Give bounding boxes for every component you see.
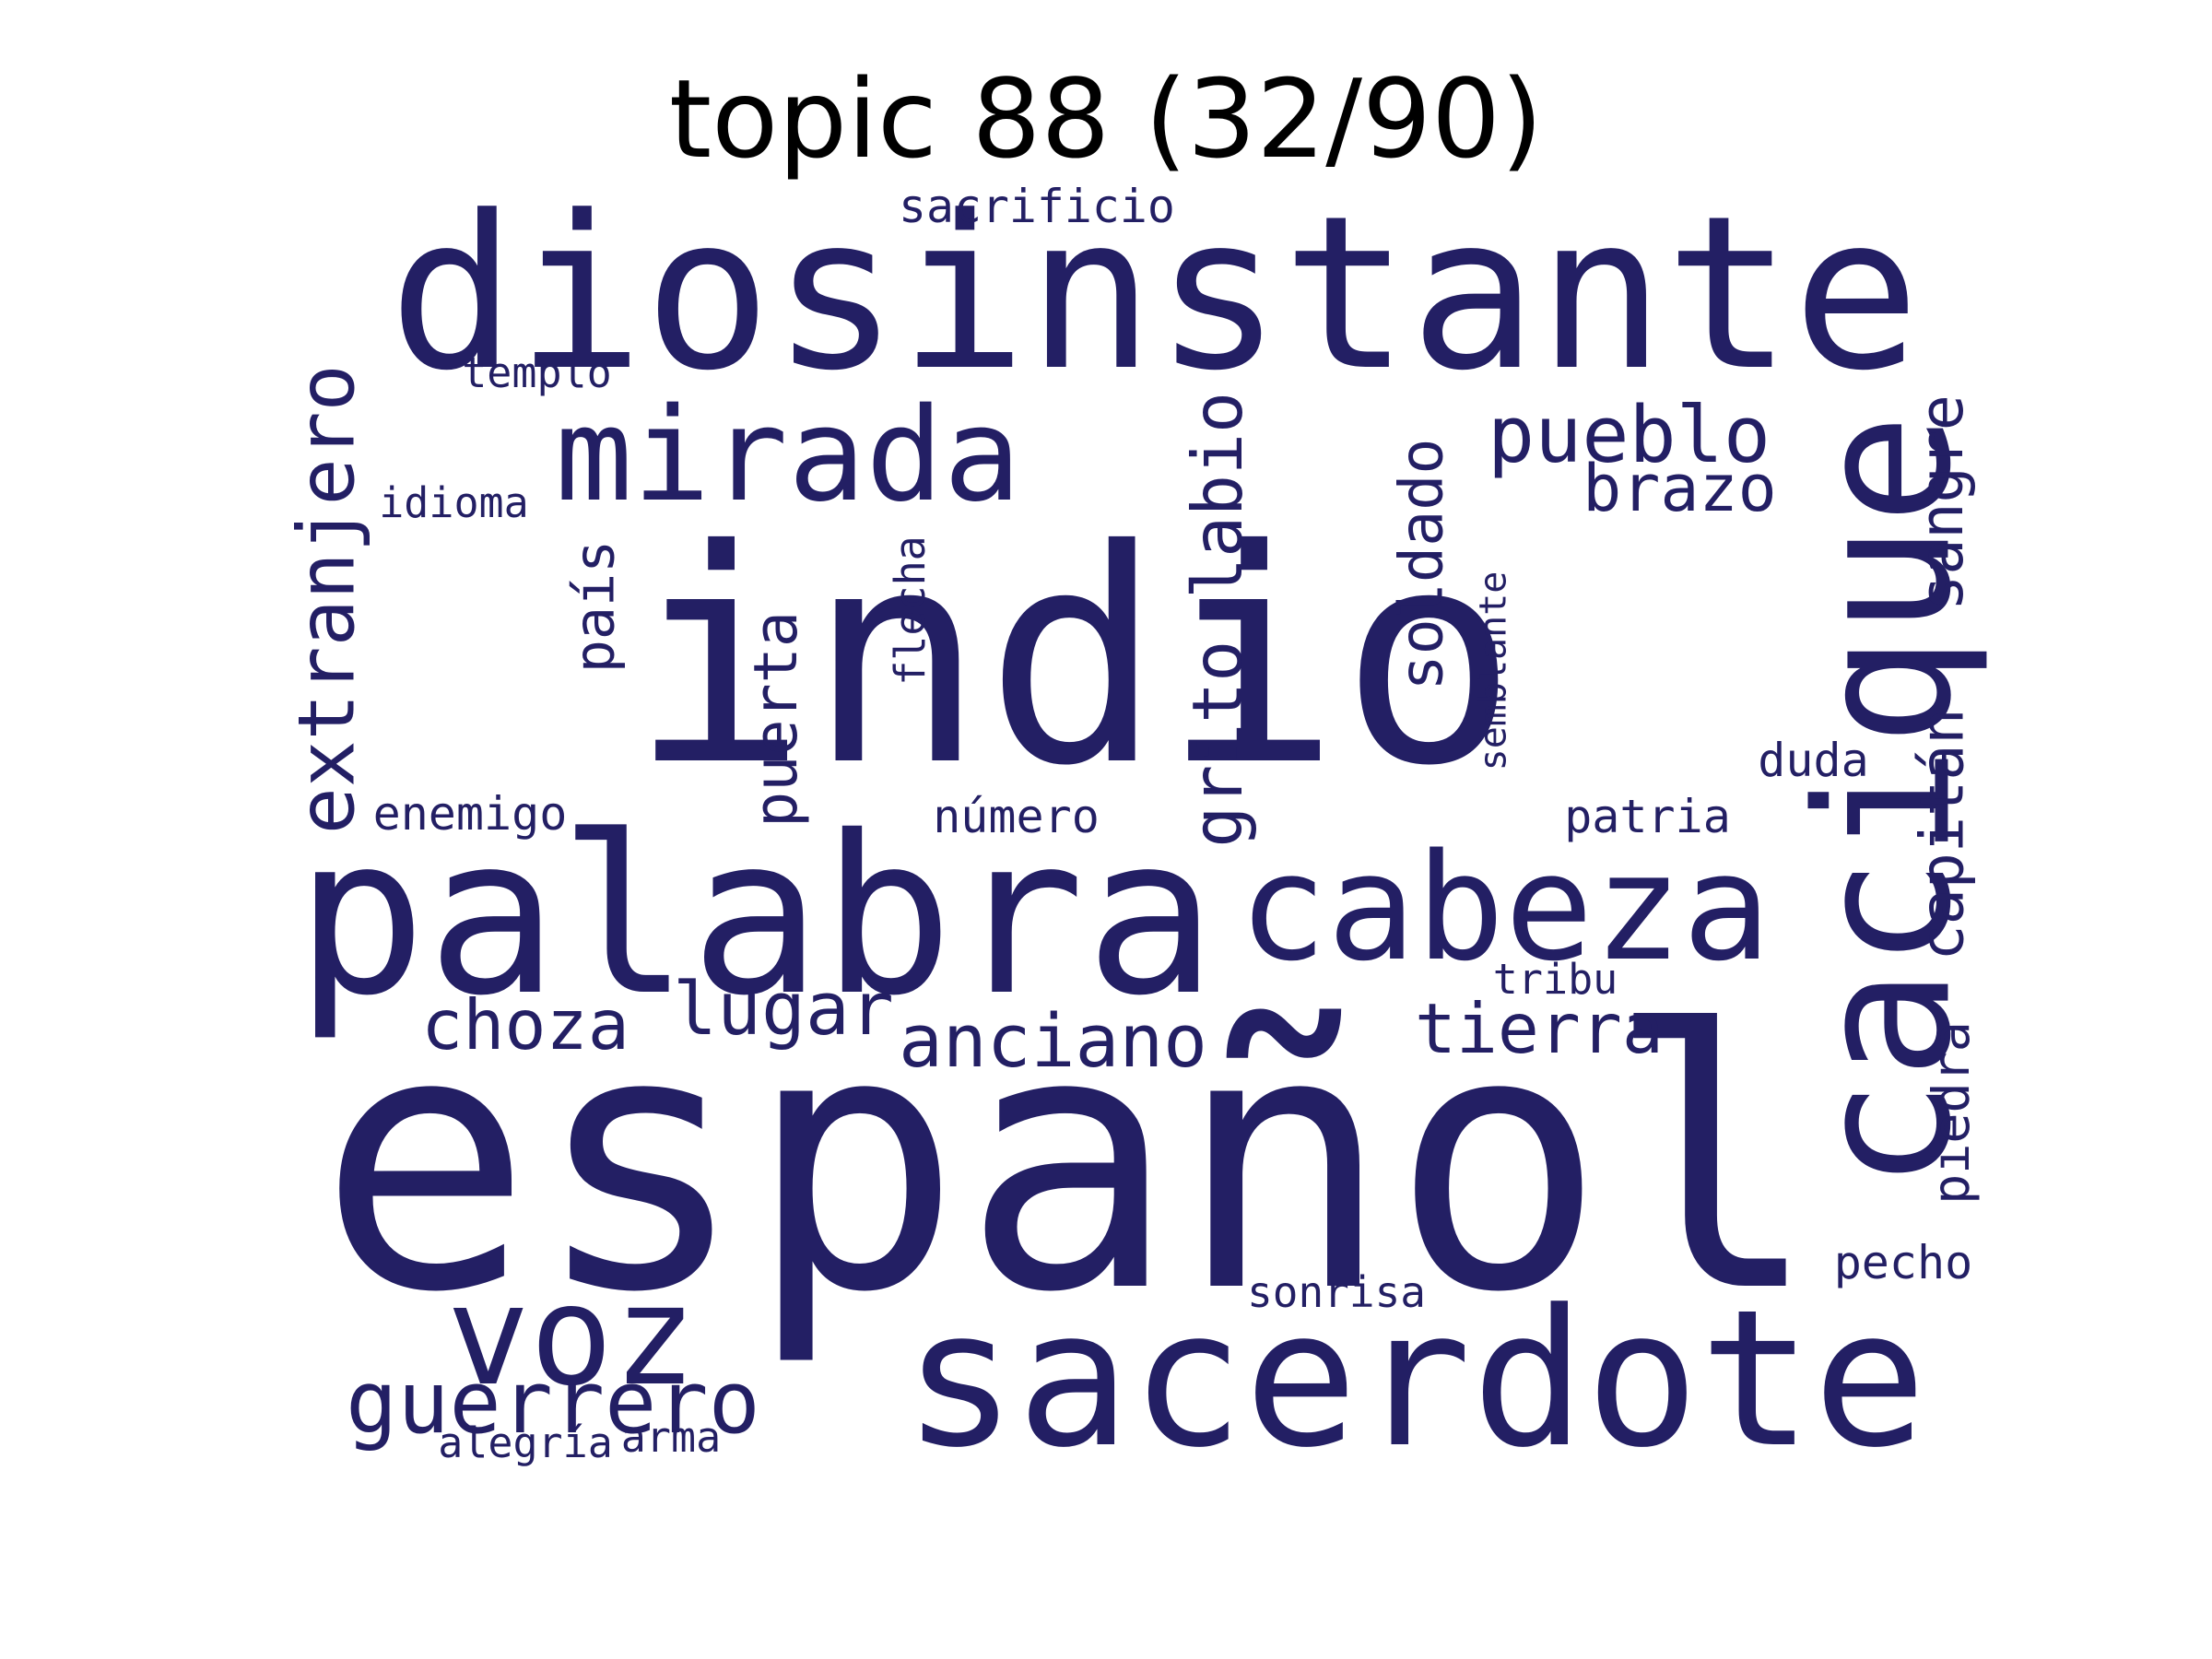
cloud-word: número xyxy=(933,790,1100,843)
cloud-word: choza xyxy=(421,984,629,1065)
cloud-word: puerta xyxy=(742,610,811,828)
cloud-word: mirada xyxy=(555,381,1021,531)
cloud-word: duda xyxy=(1758,734,1869,787)
cloud-word: sonrisa xyxy=(1247,1267,1426,1317)
cloud-word: arma xyxy=(620,1413,722,1462)
cloud-word: flecha xyxy=(885,535,935,686)
cloud-title: topic 88 (32/90) xyxy=(668,55,1544,182)
cloud-word: pecho xyxy=(1833,1236,1973,1289)
cloud-word: templo xyxy=(462,348,612,397)
cloud-word: sacerdote xyxy=(902,1270,1927,1489)
cloud-word: soldado xyxy=(1386,438,1456,691)
cloud-word: cabeza xyxy=(1238,821,1771,994)
cloud-word: lugar xyxy=(673,966,894,1053)
cloud-word: español xyxy=(318,956,1821,1371)
cloud-word: piedra xyxy=(1922,1021,1982,1205)
cloud-word: sangre xyxy=(1908,394,1977,611)
cloud-word: voz xyxy=(446,1256,697,1417)
cloud-word: enemigo xyxy=(372,787,568,841)
cloud-word: pueblo xyxy=(1488,390,1771,481)
cloud-word: diosinstante xyxy=(388,171,1921,418)
cloud-word: anciano xyxy=(899,998,1208,1085)
cloud-word: tierra xyxy=(1415,989,1664,1070)
cloud-word: patria xyxy=(1564,790,1731,843)
cloud-word: extranjero xyxy=(280,364,372,834)
cloud-word: tribu xyxy=(1492,955,1618,1004)
cloud-word: grito labio xyxy=(1177,392,1258,848)
cloud-word: semblante xyxy=(1471,571,1514,771)
cloud-word: idioma xyxy=(379,478,529,527)
cloud-word: capitán xyxy=(1907,708,1977,960)
cloud-word: alegría xyxy=(438,1418,613,1467)
cloud-word: palabra xyxy=(295,789,1218,1044)
cloud-word: brazo xyxy=(1583,451,1777,526)
cloud-word: indio xyxy=(629,488,1518,830)
cloud-word: sacrificio xyxy=(899,180,1175,234)
cloud-word: guerrero xyxy=(346,1352,760,1453)
cloud-word: país xyxy=(562,539,628,673)
